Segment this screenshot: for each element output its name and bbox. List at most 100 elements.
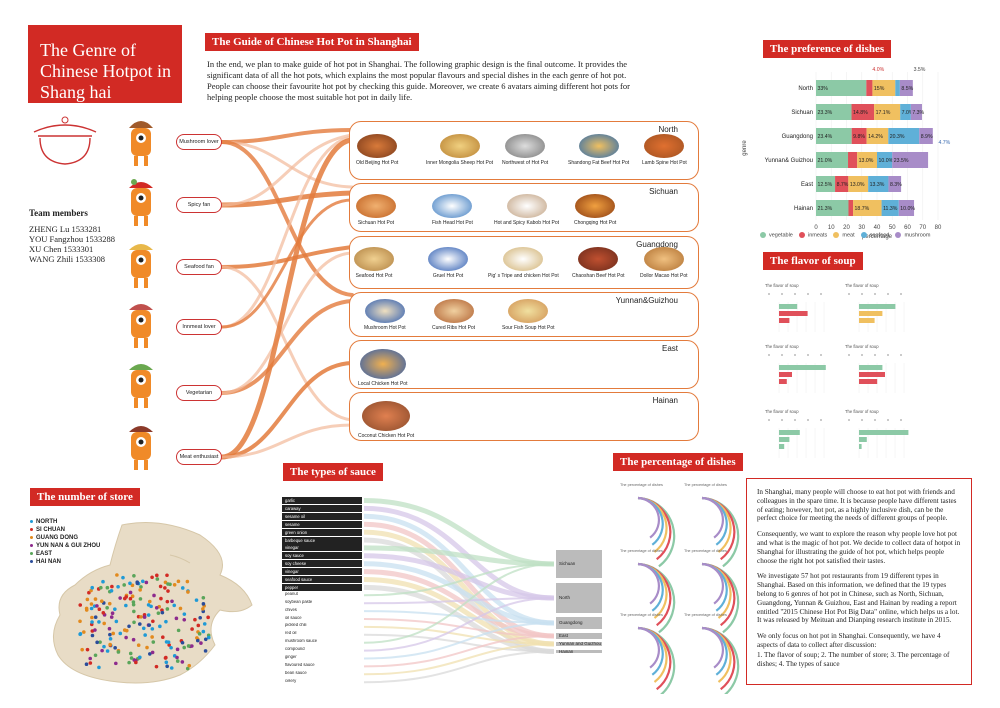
store-dot [186,590,190,594]
guide-heading: The Guide of Chinese Hot Pot in Shanghai [205,33,419,51]
mini-chart-title: The flavor of soup [845,283,879,288]
flavor-mini-chart: The flavor of soup [845,344,905,393]
store-dot [175,659,180,663]
legend-swatch [820,293,822,295]
bar-segment [816,200,849,216]
legend-swatch [874,419,876,421]
store-dot [84,662,89,667]
sauce-label: sesame [282,520,362,528]
data-label: 7.3% [912,110,924,116]
data-label: 17.1% [876,110,891,116]
mini-chart-title: The flavor of soup [765,409,799,414]
store-dot [141,626,146,631]
pot-image-icon [578,134,619,158]
legend-swatch [860,232,867,238]
sauce-target-label: North [556,583,602,613]
pot-image-icon [643,247,684,271]
store-dot [108,637,113,641]
store-dot [168,582,172,587]
legend-swatch [30,519,33,523]
store-dot [201,596,206,600]
lover-meat[interactable]: Meat enthusiast [176,449,222,465]
flavor-mini-chart: The flavor of soup [765,344,826,393]
pot-label: Cured Ribs Hot Pot [432,325,476,331]
flavor-bar [859,430,909,435]
store-dot [175,655,179,660]
data-label: 8.5% [901,86,913,92]
store-dot [89,606,94,611]
legend-swatch [895,232,902,238]
vegetarian-avatar-icon [129,364,153,408]
pot-label: Chaoshan Beef Hot Pot [572,273,625,279]
sauce-target-label: Guangdong [556,617,602,629]
lover-innmeat[interactable]: Innmeat lover [176,319,222,335]
x-axis-label: percentage [862,234,893,240]
data-label: 23.3% [818,110,833,116]
pot-label: Sour Fish Soup Hot Pot [502,325,555,331]
bar-segment [892,152,929,168]
annotation-label: 3.5% [914,67,926,73]
legend-swatch [874,354,876,356]
region-yunnan-guizhou: Yunnan&Guizhou Mushroom Hot Pot Cured Ri… [349,292,699,337]
mini-chart-title: The percentage of dishes [684,549,727,553]
lover-spicy[interactable]: Spicy fan [176,197,222,213]
region-hainan: Hainan Coconut Chicken Hot Pot [349,392,699,441]
store-dot [127,624,131,629]
store-dot [131,600,136,604]
store-dot [87,590,91,595]
team-member: ZHENG Lu 1533281 [29,224,102,234]
pot-label: Lamb Spine Hot Pot [642,160,687,166]
legend-swatch [887,419,889,421]
store-dot [190,627,194,631]
store-dot [102,644,106,649]
region-name: North [658,125,678,134]
pot-image-icon [503,247,544,271]
store-dot [169,645,173,650]
store-dot [175,647,180,652]
legend-swatch [861,419,863,421]
data-label: 10.0% [879,158,894,164]
store-dot [165,664,169,669]
data-label: 8.9% [921,134,933,140]
store-dot [138,588,142,592]
about-paragraph: 1. The flavor of soup; 2. The number of … [757,650,950,668]
hotpot-outline-icon [33,116,97,165]
legend-label: mushroom [904,232,931,239]
store-dot [124,635,128,640]
lover-vegetarian[interactable]: Vegetarian [176,385,222,401]
sauce-flow [363,625,555,645]
sauce-label: mushroom sauce [285,639,318,644]
lover-mushroom[interactable]: Mushroom lover [176,134,222,150]
annotation-label: 4.7% [938,140,950,146]
store-legend: NORTH SI CHUAN GUANG DONG YUN NAN & GUI … [30,518,100,566]
bar-segment [848,176,869,192]
preference-heading: The preference of dishes [763,40,892,58]
store-dot [110,611,115,615]
flavor-bar [859,304,896,309]
data-label: 20.3% [890,134,905,140]
bar-segment [866,80,873,96]
percentage-arc [637,562,661,605]
store-dot [93,653,98,658]
pot-image-icon [508,299,549,323]
store-dot [78,603,83,607]
bar-segment [816,152,849,168]
lover-seafood[interactable]: Seafood fan [176,259,222,275]
about-paragraph: In Shanghai, many people will choose to … [757,488,957,523]
store-dot [164,640,169,644]
store-dot [113,607,117,611]
legend-swatch [848,293,850,295]
store-dot [136,643,141,647]
percentage-heading: The percentage of dishes [613,453,743,471]
sauce-label: vinegar [282,568,362,576]
sauce-flow [363,597,555,605]
store-dot [84,606,89,611]
store-dot [198,615,202,620]
flavor-mini-chart: The flavor of soup [845,409,909,458]
store-dot [185,579,190,584]
store-dot [107,601,112,606]
legend-swatch [900,354,902,356]
pot-label: Pig' s Tripe and chicken Hot Pot [488,273,559,279]
store-dot [129,656,134,660]
pot-label: Shandong Fat Beef Hot Pot [568,160,630,166]
